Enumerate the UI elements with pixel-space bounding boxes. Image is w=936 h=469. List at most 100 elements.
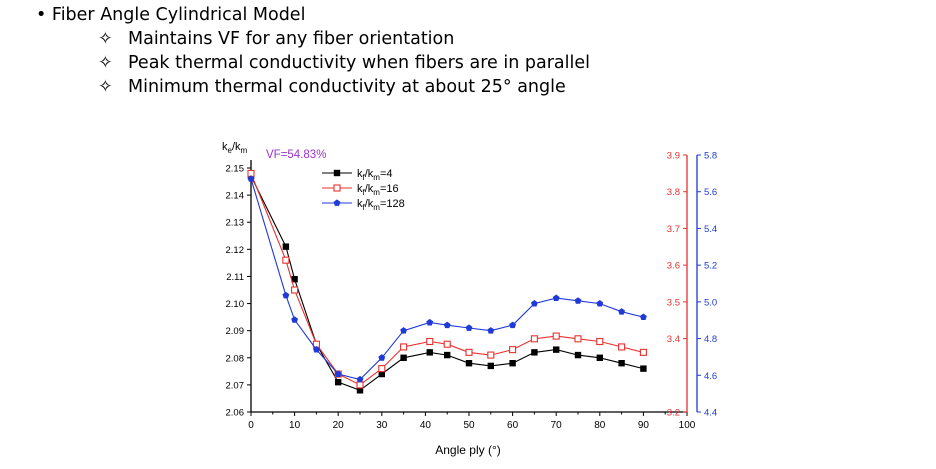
data-point <box>333 184 341 192</box>
data-point <box>618 308 626 315</box>
data-point <box>465 348 473 356</box>
legend-label-part: f <box>363 188 366 197</box>
data-point <box>596 299 604 307</box>
blue-y-tick-label: 5.8 <box>704 151 717 162</box>
series-0 <box>247 172 647 394</box>
data-point <box>530 299 538 307</box>
x-tick-label: 20 <box>333 420 345 431</box>
blue-y-tick-label: 4.6 <box>704 371 717 382</box>
left-y-tick-label: 2.09 <box>226 326 245 337</box>
data-point <box>378 370 385 378</box>
series-line <box>250 178 644 381</box>
red-y-tick-label: 3.6 <box>667 261 680 272</box>
blue-y-tick-label: 5.6 <box>704 187 717 198</box>
data-point <box>426 337 434 346</box>
data-point <box>335 378 342 386</box>
blue-y-tick-label: 5.0 <box>704 297 717 308</box>
data-point <box>291 275 298 283</box>
x-axis-title: Angle ply (°) <box>435 443 501 457</box>
data-point <box>552 332 560 340</box>
data-point <box>426 318 434 326</box>
legend-label-part: =128 <box>380 198 405 210</box>
data-point <box>356 387 364 394</box>
star-bullet-icon: ✧ <box>98 77 113 97</box>
sub-bullet-3: ✧ Minimum thermal conductivity at about 2… <box>36 75 590 99</box>
x-tick-label: 50 <box>463 420 475 431</box>
legend-label-part: m <box>373 203 380 212</box>
legend-label: kf/km=128 <box>357 198 405 212</box>
x-tick-label: 90 <box>638 420 650 431</box>
data-point <box>639 348 647 356</box>
data-point <box>282 243 290 250</box>
blue-y-tick-label: 4.8 <box>704 334 717 345</box>
left-y-tick-label: 2.10 <box>226 299 245 310</box>
data-point <box>487 327 495 334</box>
y-axis-title: ke/km <box>222 141 248 155</box>
sub-bullet-2: ✧ Peak thermal conductivity when fibers a… <box>36 51 590 75</box>
data-point <box>509 321 517 329</box>
left-y-tick-label: 2.06 <box>226 408 245 419</box>
star-bullet-icon: ✧ <box>98 53 113 73</box>
data-point <box>639 313 647 321</box>
data-point <box>334 370 342 377</box>
data-point <box>465 324 473 331</box>
left-y-tick-label: 2.13 <box>226 218 245 229</box>
x-tick-label: 80 <box>594 420 606 431</box>
series-2 <box>247 175 647 383</box>
blue-y-tick-label: 4.4 <box>704 408 717 419</box>
x-tick-label: 70 <box>551 420 563 431</box>
slide-bullets: • Fiber Angle Cylindrical Model ✧ Maintai… <box>36 3 590 99</box>
data-point <box>400 354 407 361</box>
legend-label-part: =16 <box>380 183 399 195</box>
data-point <box>400 343 408 351</box>
legend-label-part: /k <box>365 183 374 195</box>
sub-bullet-1: ✧ Maintains VF for any fiber orientation <box>36 27 590 51</box>
legend-label-part: f <box>363 173 366 182</box>
legend-label-part: m <box>373 173 380 182</box>
data-point <box>444 351 451 359</box>
legend-label: kf/km=16 <box>357 183 399 197</box>
legend-label-part: k <box>357 168 363 180</box>
legend-label-part: m <box>373 188 380 197</box>
left-y-tick-label: 2.11 <box>226 272 244 283</box>
data-point <box>487 351 495 359</box>
legend-label-part: /k <box>365 168 374 180</box>
x-tick-label: 10 <box>289 420 301 431</box>
chart-axes: 0 10 20 30 40 50 60 70 80 90 100 2.06 2.07 2.08 2.09 2.… <box>226 151 718 432</box>
y-axis-title-sub-m: m <box>241 146 248 155</box>
data-point <box>247 175 255 182</box>
data-point <box>333 169 341 177</box>
blue-y-tick-label: 5.2 <box>704 261 717 272</box>
left-y-tick-label: 2.14 <box>226 191 245 202</box>
legend-label-part: /k <box>365 198 374 210</box>
red-y-tick-label: 3.7 <box>667 224 680 235</box>
legend-label-part: f <box>363 203 366 212</box>
data-point <box>291 316 299 323</box>
x-tick-label: 0 <box>248 420 254 431</box>
data-point <box>282 291 290 299</box>
data-point <box>487 362 494 370</box>
left-y-tick-label: 2.07 <box>226 380 245 391</box>
left-y-tick-label: 2.08 <box>226 353 245 364</box>
red-y-tick-label: 3.9 <box>667 151 680 162</box>
left-y-tick-label: 2.15 <box>226 164 245 175</box>
data-point <box>378 365 386 373</box>
legend-label-part: =4 <box>380 168 393 180</box>
data-point <box>552 294 560 302</box>
bullet-dot: • <box>36 5 47 25</box>
legend-label: kf/km=4 <box>357 168 393 182</box>
red-y-tick-label: 3.4 <box>667 334 680 345</box>
left-y-tick-label: 2.12 <box>226 245 245 256</box>
data-point <box>400 327 408 334</box>
legend-label-part: k <box>357 198 363 210</box>
data-point <box>465 360 473 367</box>
red-y-tick-label: 3.5 <box>667 297 680 308</box>
main-bullet: • Fiber Angle Cylindrical Model <box>36 3 590 27</box>
data-point <box>553 346 560 353</box>
star-bullet-icon: ✧ <box>98 29 113 49</box>
y-axis-title-sub-e: e <box>228 146 233 155</box>
red-y-tick-label: 3.2 <box>667 408 680 419</box>
x-tick-label: 60 <box>507 420 519 431</box>
